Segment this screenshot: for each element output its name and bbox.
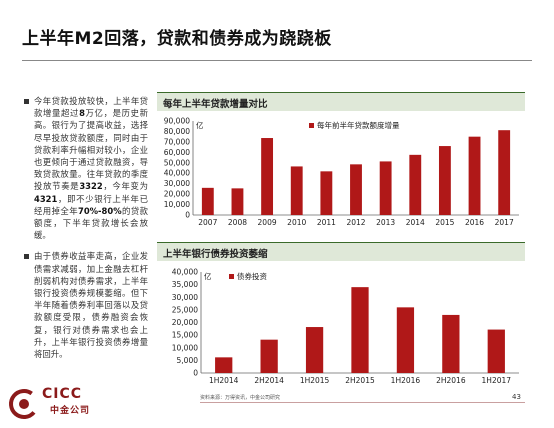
y-tick-label: 50,000	[164, 158, 190, 167]
bar-2H2014	[260, 339, 278, 373]
y-tick-label: 20,000	[172, 318, 198, 327]
legend-label: 债券投资	[237, 271, 267, 281]
loan-chart-heading: 每年上半年贷款增量对比	[157, 92, 525, 111]
y-tick-label: 5,000	[177, 356, 199, 365]
x-tick-label: 2015	[435, 218, 454, 227]
bar-2015	[438, 146, 451, 215]
bond-chart: 0 5,000 10,000 15,000 20,000 25,000 30,000 35,0…	[157, 262, 525, 394]
bar-2011	[320, 171, 333, 215]
x-tick-label: 1H2014	[209, 376, 239, 385]
bullet-text: ，即不少银行上半年已经用掉全年	[34, 193, 148, 216]
x-tick-label: 2009	[258, 218, 277, 227]
y-tick-label: 0	[193, 369, 198, 378]
y-tick-label: 15,000	[172, 331, 198, 340]
bullet-highlight: 4321	[34, 193, 58, 204]
title-divider	[22, 60, 532, 61]
bond-chart-heading: 上半年银行债券投资萎缩	[157, 242, 525, 261]
bullet-text: 万亿，是历史新高。银行为了提高收益，选择尽早投放贷款额度，同时由于贷款利率升幅相…	[34, 108, 149, 192]
legend-label: 每年前半年贷款额度增量	[317, 120, 400, 130]
page-number: 43	[512, 393, 521, 401]
slide-title: 上半年M2回落，贷款和债券成为跷跷板	[22, 29, 332, 49]
bar-2007	[201, 187, 214, 215]
bullet-highlight: 70%-80%	[78, 205, 122, 216]
y-tick-label: 90,000	[164, 117, 190, 126]
bar-1H2016	[396, 307, 415, 373]
x-tick-label: 2007	[198, 218, 217, 227]
bullet-highlight: 3322	[79, 181, 103, 192]
bullet-highlight: 8	[79, 108, 85, 119]
bar-2014	[409, 154, 422, 215]
y-tick-label: 40,000	[164, 169, 190, 178]
legend-swatch	[229, 274, 234, 279]
bar-1H2014	[215, 357, 233, 373]
bullet-text: 将回升。	[34, 349, 68, 360]
x-tick-label: 1H2016	[391, 376, 421, 385]
x-tick-label: 2011	[317, 218, 336, 227]
bullet-text: 由于债券收益率走高，企业发债需求减弱，加上金融去杠杆削弱机构对债券需求，上半年银…	[34, 251, 148, 347]
bar-2013	[379, 161, 392, 215]
bar-2016	[468, 136, 481, 215]
loan-chart: 0 10,000 20,000 30,000 40,000 50,000 60,000 70,…	[157, 112, 525, 244]
bar-2009	[261, 138, 274, 215]
bullet-text: 的贷款额度，下半年贷款增长会放缓。	[34, 205, 149, 241]
x-tick-label: 2008	[228, 218, 247, 227]
bar-2017	[498, 130, 511, 215]
x-tick-label: 2H2016	[436, 376, 466, 385]
y-tick-label: 30,000	[164, 179, 190, 188]
bullet-text: ，今年变为	[102, 181, 148, 192]
unit-label: 亿	[204, 271, 212, 281]
bar-1H2015	[305, 327, 324, 373]
y-tick-label: 10,000	[172, 343, 198, 352]
y-tick-label: 10,000	[164, 200, 190, 209]
bullet-loans: 今年贷款投放较快，上半年贷款增量超过8万亿，是历史新高。银行为了提高收益，选择尽…	[24, 95, 148, 241]
y-tick-label: 60,000	[164, 148, 190, 157]
x-tick-label: 2017	[495, 218, 514, 227]
x-tick-label: 1H2015	[300, 376, 330, 385]
bar-2H2016	[442, 314, 460, 373]
bar-2008	[231, 188, 244, 215]
bar-2010	[290, 166, 303, 215]
logo-text: CICC	[42, 386, 83, 402]
x-tick-label: 2H2014	[254, 376, 284, 385]
x-tick-label: 1H2017	[482, 376, 512, 385]
y-tick-label: 40,000	[172, 268, 198, 277]
y-tick-label: 80,000	[164, 127, 190, 136]
cicc-logo-icon	[9, 389, 39, 419]
x-tick-label: 2012	[346, 218, 365, 227]
bullet-text: 今年贷款投放较快，上半年贷款增量超过	[34, 96, 148, 119]
logo-cn: 中金公司	[50, 406, 91, 416]
bond-chart-svg: 0 5,000 10,000 15,000 20,000 25,000 30,000 35,0…	[172, 268, 519, 385]
legend-swatch	[309, 123, 314, 128]
bar-2012	[350, 164, 362, 215]
y-tick-label: 25,000	[172, 305, 198, 314]
source-note: 资料来源：万得资讯，中金公司研究	[200, 395, 281, 401]
y-tick-label: 70,000	[164, 137, 190, 146]
x-tick-label: 2010	[287, 218, 306, 227]
x-tick-label: 2016	[465, 218, 484, 227]
x-tick-label: 2013	[376, 218, 395, 227]
bullet-list: 今年贷款投放较快，上半年贷款增量超过8万亿，是历史新高。银行为了提高收益，选择尽…	[24, 95, 148, 369]
footer-divider	[200, 402, 525, 403]
y-tick-label: 30,000	[172, 293, 198, 302]
unit-label: 亿	[196, 120, 204, 130]
x-tick-label: 2014	[406, 218, 425, 227]
y-tick-label: 0	[185, 211, 190, 220]
y-tick-label: 35,000	[172, 280, 198, 289]
bullet-bonds: 由于债券收益率走高，企业发债需求减弱，加上金融去杠杆削弱机构对债券需求，上半年银…	[24, 250, 148, 360]
bar-2H2015	[351, 287, 369, 373]
x-tick-label: 2H2015	[345, 376, 375, 385]
y-tick-label: 20,000	[164, 190, 190, 199]
bar-1H2017	[487, 329, 505, 373]
